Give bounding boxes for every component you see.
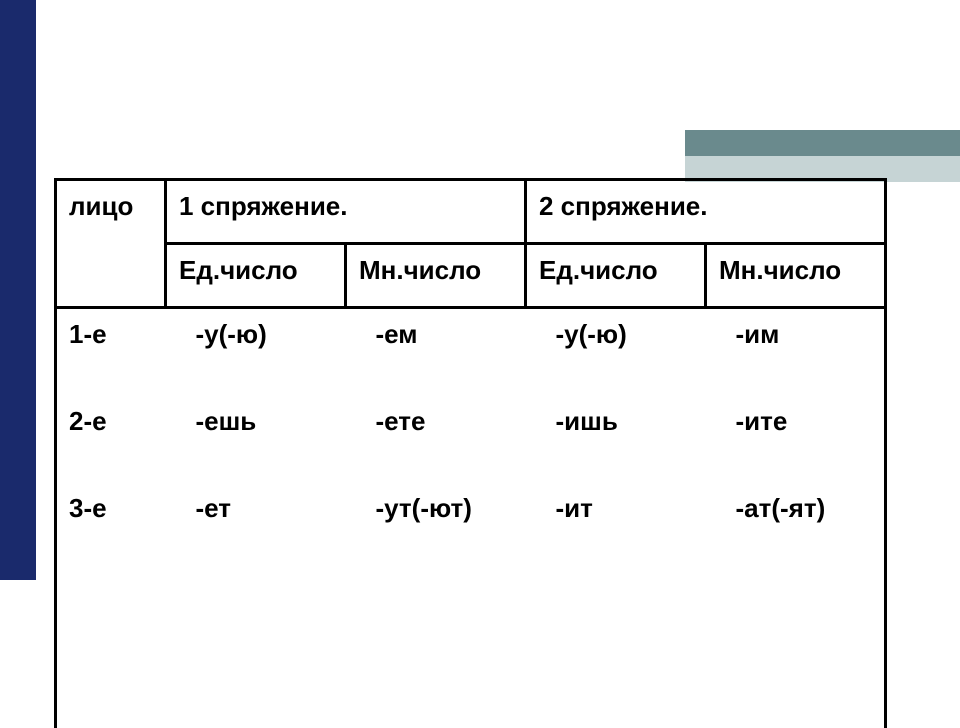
col-sg2: -у(-ю) -ишь -ит: [526, 308, 706, 728]
cell-2-sg1: -ешь: [178, 406, 334, 437]
col-pl1: -ем -ете -ут(-ют): [346, 308, 526, 728]
cell-1-sg1: -у(-ю): [178, 319, 334, 350]
accent-bar-top: [685, 130, 960, 156]
cell-2-pl1: -ете: [358, 406, 514, 437]
cell-1-pl2: -им: [718, 319, 873, 350]
header-person: лицо: [56, 180, 166, 308]
header-sg-2: Ед.число: [526, 244, 706, 308]
cell-3-pl2: -ат(-ят): [718, 493, 873, 524]
person-3: 3-е: [69, 493, 154, 524]
cell-2-sg2: -ишь: [538, 406, 694, 437]
col-sg1: -у(-ю) -ешь -ет: [166, 308, 346, 728]
col-pl2: -им -ите -ат(-ят): [706, 308, 886, 728]
cell-1-pl1: -ем: [358, 319, 514, 350]
person-1: 1-е: [69, 319, 154, 350]
header-pl-2: Мн.число: [706, 244, 886, 308]
cell-3-sg2: -ит: [538, 493, 694, 524]
cell-3-sg1: -ет: [178, 493, 334, 524]
cell-1-sg2: -у(-ю): [538, 319, 694, 350]
cell-3-pl1: -ут(-ют): [358, 493, 514, 524]
header-pl-1: Мн.число: [346, 244, 526, 308]
person-col: 1-е 2-е 3-е: [56, 308, 166, 728]
header-conj-1: 1 спряжение.: [166, 180, 526, 244]
sidebar-stripe: [0, 0, 36, 580]
cell-2-pl2: -ите: [718, 406, 873, 437]
conjugation-table: лицо 1 спряжение. 2 спряжение. Ед.число …: [54, 178, 887, 728]
header-conj-2: 2 спряжение.: [526, 180, 886, 244]
header-sg-1: Ед.число: [166, 244, 346, 308]
person-2: 2-е: [69, 406, 154, 437]
